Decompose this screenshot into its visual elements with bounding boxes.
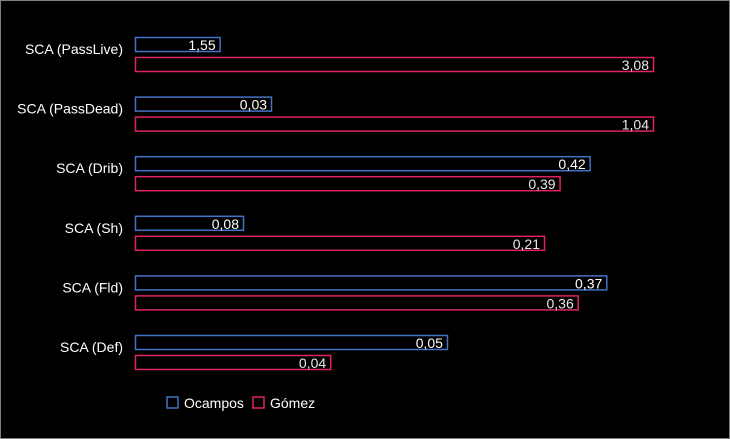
data-label-ocampos-sca-drib: 0,42 — [558, 156, 585, 172]
bar-ocampos-sca-fld — [134, 275, 608, 291]
bar-g-mez-sca-drib — [134, 175, 561, 192]
data-label-g-mez-sca-fld: 0,36 — [546, 295, 573, 311]
category-label-sca-passlive: SCA (PassLive) — [25, 41, 123, 57]
bar-g-mez-sca-passlive — [134, 56, 655, 73]
bar-ocampos-sca-passlive — [134, 36, 221, 53]
legend-swatch-ocampos — [166, 396, 179, 409]
bar-ocampos-sca-passdead — [134, 96, 273, 112]
data-label-ocampos-sca-passlive: 1,55 — [188, 37, 215, 53]
bars: 1,55 3,08 0,03 1,04 0,420,39 0,08 0,21 0,370,36… — [134, 36, 655, 371]
data-label-ocampos-sca-sh: 0,08 — [212, 216, 239, 232]
data-label-g-mez-sca-def: 0,04 — [299, 355, 326, 371]
bar-g-mez-sca-sh — [134, 235, 546, 252]
legend-swatch-g-mez — [252, 396, 265, 409]
category-label-sca-drib: SCA (Drib) — [56, 160, 123, 176]
data-label-g-mez-sca-passlive: 3,08 — [622, 57, 649, 73]
data-label-g-mez-sca-sh: 0,21 — [513, 236, 540, 252]
data-label-g-mez-sca-passdead: 1,04 — [622, 117, 649, 133]
category-labels: SCA (PassLive) SCA (PassDead) SCA (Drib) SC… — [17, 41, 123, 355]
bar-g-mez-sca-passdead — [134, 116, 655, 132]
data-label-ocampos-sca-def: 0,05 — [416, 335, 443, 351]
bar-g-mez-sca-def — [134, 354, 332, 371]
category-label-sca-sh: SCA (Sh) — [65, 220, 123, 236]
data-label-g-mez-sca-drib: 0,39 — [528, 176, 555, 192]
legend-label-ocampos: Ocampos — [184, 395, 244, 411]
bar-ocampos-sca-drib — [134, 155, 591, 172]
category-label-sca-fld: SCA (Fld) — [62, 279, 123, 295]
legend-label-g-mez: Gómez — [270, 395, 315, 411]
bar-g-mez-sca-fld — [134, 295, 579, 311]
category-label-sca-def: SCA (Def) — [60, 339, 123, 355]
category-label-sca-passdead: SCA (PassDead) — [17, 101, 123, 117]
bar-ocampos-sca-def — [134, 334, 449, 351]
data-label-ocampos-sca-fld: 0,37 — [575, 275, 602, 291]
data-label-ocampos-sca-passdead: 0,03 — [240, 97, 267, 113]
legend: Ocampos Gómez — [166, 395, 315, 411]
bar-ocampos-sca-sh — [134, 215, 245, 232]
